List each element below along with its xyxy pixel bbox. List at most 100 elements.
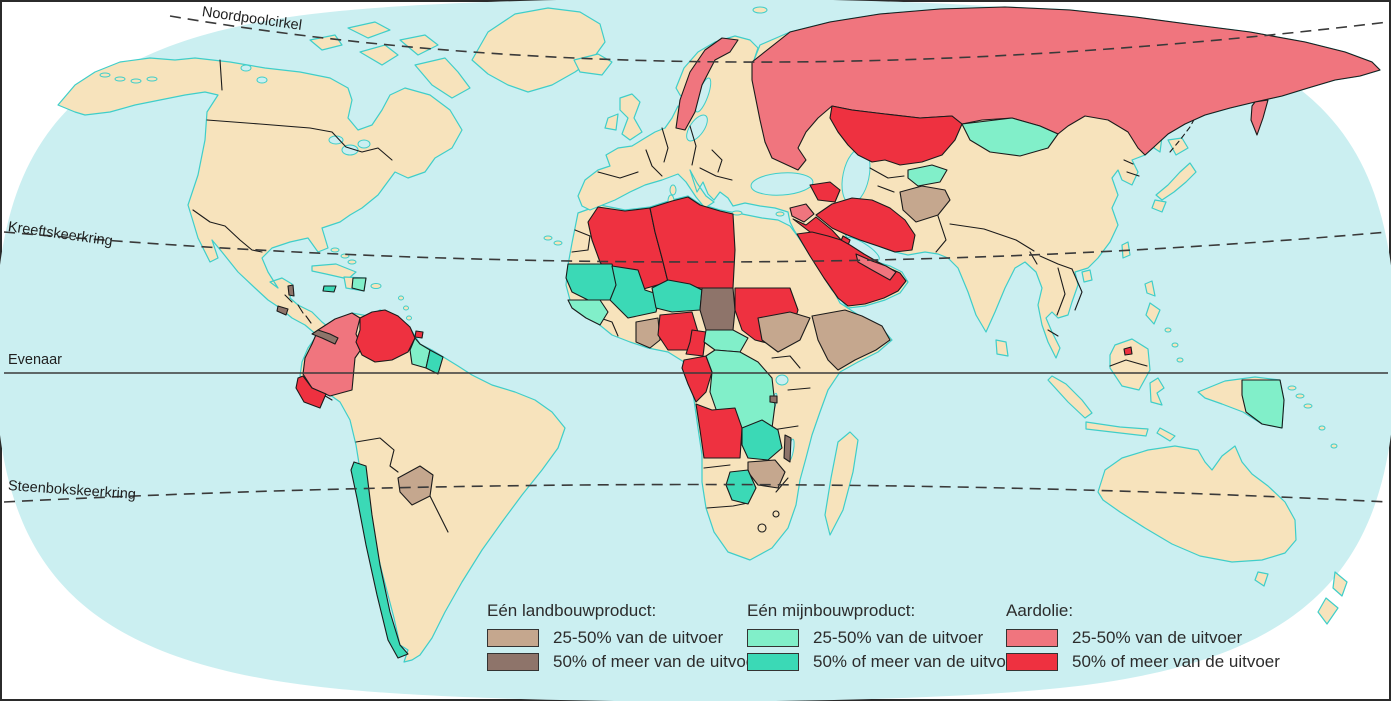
region-norway xyxy=(675,37,739,131)
tropic-of-cancer-line xyxy=(3,231,1389,263)
colored-regions xyxy=(276,6,1381,659)
legend-label: 50% of meer van de uitvoer xyxy=(1072,651,1280,671)
region-el-salvador xyxy=(276,305,289,316)
border-europe xyxy=(689,125,697,166)
border-india-north xyxy=(949,223,1035,252)
border-europe xyxy=(597,171,639,179)
region-dominican-republic xyxy=(351,277,367,292)
tropic-of-capricorn-line xyxy=(3,483,1389,503)
great-lake xyxy=(357,139,371,149)
island-speck xyxy=(370,283,382,289)
region-russia xyxy=(751,6,1381,171)
border-east-africa xyxy=(771,355,801,369)
landmass-north-america xyxy=(57,57,463,345)
legend-group-mining: Eén mijnbouwproduct: 25-50% van de uitvo… xyxy=(747,601,1067,676)
island-speck xyxy=(1287,385,1297,391)
landmass-sri-lanka xyxy=(995,339,1009,357)
border-southeast-asia xyxy=(1056,267,1066,316)
legend-row: 25-50% van de uitvoer xyxy=(487,628,807,647)
landmass-australia xyxy=(1097,445,1297,563)
region-malawi xyxy=(783,434,792,463)
legend-label: 25-50% van de uitvoer xyxy=(553,627,724,647)
landmass-philippines xyxy=(1144,280,1156,297)
region-chile xyxy=(350,461,409,659)
legend-swatch xyxy=(487,652,539,671)
border-southeast-asia xyxy=(1039,255,1073,270)
island-speck xyxy=(99,72,111,78)
landmass-borneo xyxy=(1109,338,1151,391)
legend-row: 25-50% van de uitvoer xyxy=(1006,628,1326,647)
island-speck xyxy=(347,259,357,265)
border-lesotho xyxy=(757,523,767,533)
region-zambia xyxy=(741,419,783,461)
island-speck xyxy=(669,184,677,196)
island-speck xyxy=(406,315,412,321)
region-saudi-arabia-yemen-oman xyxy=(796,231,907,307)
legend-row: 50% of meer van de uitvoer xyxy=(747,652,1067,671)
landmass-madagascar xyxy=(824,431,859,536)
black-sea xyxy=(750,172,814,196)
region-kamchatka xyxy=(1250,99,1269,136)
region-mongolia xyxy=(961,117,1059,157)
arctic-island xyxy=(359,44,399,66)
region-trinidad xyxy=(414,330,424,339)
legend-swatch xyxy=(487,628,539,647)
arctic-island xyxy=(399,34,439,56)
legend-row: 25-50% van de uitvoer xyxy=(747,628,1067,647)
island-speck xyxy=(330,247,340,253)
border-central-asia xyxy=(877,185,895,193)
landmass-sumatra xyxy=(1047,375,1093,419)
island-speck xyxy=(775,211,785,217)
border-central-america xyxy=(305,315,312,324)
region-guinea-senegal xyxy=(567,299,609,326)
region-libya xyxy=(649,196,736,289)
region-mali xyxy=(609,265,661,319)
legend-group-oil: Aardolie: 25-50% van de uitvoer 50% of m… xyxy=(1006,601,1326,676)
border-bolivia xyxy=(355,437,399,473)
region-papua-new-guinea xyxy=(1241,379,1285,429)
border-east-africa xyxy=(787,387,811,391)
border-alaska-canada xyxy=(219,59,223,91)
region-syria xyxy=(789,203,815,223)
border-southern-africa xyxy=(703,464,731,469)
landmass-tasmania xyxy=(1254,571,1269,587)
border-central-america xyxy=(284,294,293,303)
landmass-south-america xyxy=(299,309,566,663)
border-europe xyxy=(699,167,733,181)
landmass-great-britain xyxy=(619,93,643,141)
island-speck xyxy=(130,78,142,84)
legend-swatch xyxy=(1006,652,1058,671)
legend-title: Aardolie: xyxy=(1006,601,1074,620)
landmass-hainan xyxy=(1081,269,1093,283)
island-speck xyxy=(1171,342,1179,348)
island-speck xyxy=(543,235,553,241)
landmass-japan xyxy=(1167,137,1189,156)
legend-swatch xyxy=(747,652,799,671)
region-iran xyxy=(815,197,916,253)
region-azerbaijan xyxy=(809,181,841,203)
island-speck xyxy=(731,210,743,216)
island-speck xyxy=(398,295,404,301)
border-argentina xyxy=(429,495,449,533)
region-venezuela xyxy=(355,309,416,363)
lake-victoria xyxy=(775,374,789,386)
border-central-asia xyxy=(869,167,905,179)
border-europe xyxy=(661,127,669,163)
border-europe xyxy=(645,149,663,177)
legend-row: 50% of meer van de uitvoer xyxy=(487,652,807,671)
border-morocco xyxy=(571,229,591,253)
legend-swatch xyxy=(1006,628,1058,647)
landmass-ireland xyxy=(604,113,619,131)
region-uae-qatar xyxy=(855,253,897,281)
border-southeast-asia xyxy=(1071,268,1083,311)
border-central-america xyxy=(297,304,304,314)
legend-title: Eén landbouwproduct: xyxy=(487,601,657,620)
legend-title: Eén mijnbouwproduct: xyxy=(747,601,916,620)
region-angola xyxy=(695,403,743,459)
border-us-canada xyxy=(206,119,393,161)
latitude-lines xyxy=(3,15,1389,503)
region-somalia xyxy=(811,309,891,371)
border-pakistan xyxy=(935,215,947,253)
arctic-island xyxy=(347,21,391,39)
